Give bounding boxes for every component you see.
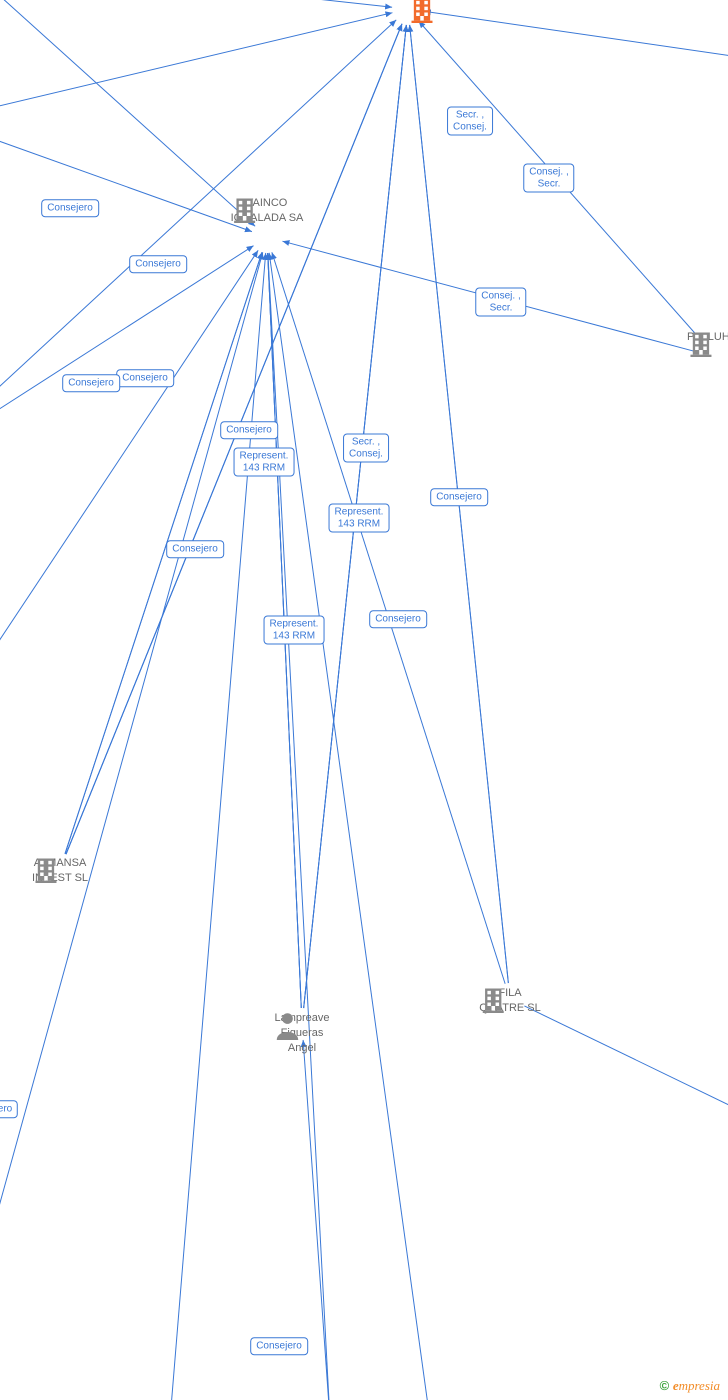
edge (0, 0, 392, 7)
edge-label: Represent.143 RRM (329, 504, 390, 533)
watermark: © empresia (660, 1378, 720, 1394)
edge-label: ero (0, 1100, 18, 1118)
brand-name: empresia (673, 1378, 720, 1393)
edge-label: Consejero (62, 374, 120, 392)
edge-label: Consej. ,Secr. (523, 164, 574, 193)
edge (0, 120, 252, 232)
edge-label: Consejero (430, 488, 488, 506)
edge (0, 20, 396, 460)
edge-label: Secr. ,Consej. (343, 434, 389, 463)
node-lampreave[interactable]: LampreaveFiguerasAngel (274, 1010, 329, 1056)
edge (0, 13, 392, 120)
edge (424, 11, 728, 60)
edge-label: Represent.143 RRM (264, 616, 325, 645)
edge-label: Secr. ,Consej. (447, 107, 493, 136)
edge-label: Consejero (41, 199, 99, 217)
edge-label: Represent.143 RRM (234, 448, 295, 477)
edge-label: Consejero (129, 255, 187, 273)
edge (0, 0, 255, 226)
edge (524, 1006, 728, 1120)
node-tainco[interactable]: TAINCOIGUALADA SA (231, 195, 304, 225)
copyright-symbol: © (660, 1378, 670, 1393)
edge-label: Consejero (116, 369, 174, 387)
edge-label: Consej. ,Secr. (475, 288, 526, 317)
edge (0, 250, 258, 760)
node-almansa[interactable]: ALMANSAINVEST SL (32, 855, 88, 885)
edge (0, 246, 254, 460)
edge-label: Consejero (220, 421, 278, 439)
edge-label: Consejero (369, 610, 427, 628)
node-pelluhue[interactable]: PELLUHUE (687, 329, 728, 344)
network-graph (0, 0, 728, 1400)
node-label: Angel (274, 1042, 329, 1055)
edge-label: Consejero (250, 1337, 308, 1355)
node-fila[interactable]: FILAQUATRE SL (479, 985, 541, 1015)
edge-label: Consejero (166, 540, 224, 558)
edge (65, 252, 262, 854)
